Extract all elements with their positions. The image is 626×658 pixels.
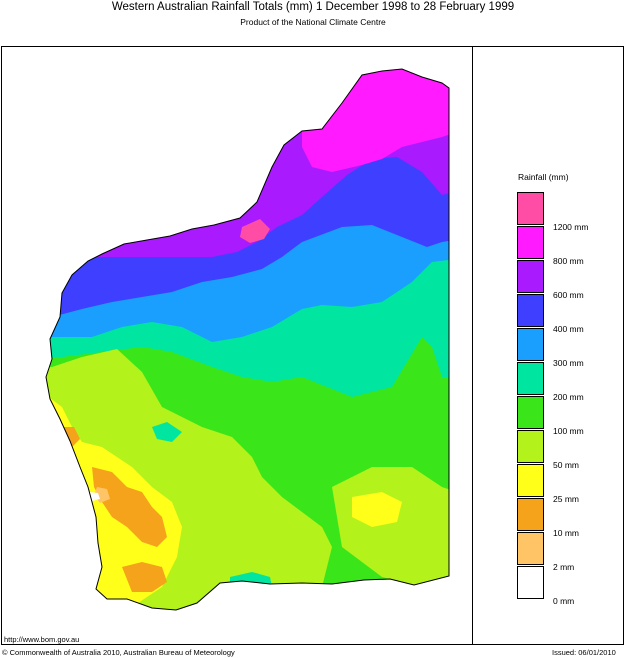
- copyright-text: © Commonwealth of Australia 2010, Austra…: [2, 648, 235, 657]
- legend-label: 400 mm: [553, 324, 584, 334]
- legend-swatch: [517, 260, 544, 293]
- legend-swatch: [517, 566, 544, 599]
- legend-swatch: [517, 294, 544, 327]
- legend-divider: [472, 46, 473, 645]
- legend-swatch: [517, 396, 544, 429]
- legend-label: 200 mm: [553, 392, 584, 402]
- rainfall-zones: [46, 69, 449, 610]
- legend-label: 800 mm: [553, 256, 584, 266]
- legend-label: 600 mm: [553, 290, 584, 300]
- legend-swatch: [517, 532, 544, 565]
- map-frame: [1, 46, 624, 645]
- legend-swatch: [517, 464, 544, 497]
- legend-swatch: [517, 192, 544, 225]
- legend-swatch: [517, 328, 544, 361]
- website-link[interactable]: http://www.bom.gov.au: [4, 635, 80, 644]
- zone-10mm: [92, 467, 167, 547]
- issued-date: Issued: 06/01/2010: [552, 648, 616, 657]
- legend-label: 100 mm: [553, 426, 584, 436]
- legend-label: 10 mm: [553, 528, 579, 538]
- zone-10mm-south: [122, 562, 167, 592]
- zone-0mm: [90, 492, 100, 501]
- map-subtitle: Product of the National Climate Centre: [240, 17, 386, 27]
- legend-label: 25 mm: [553, 494, 579, 504]
- zone-1200mm: [240, 219, 270, 243]
- rainfall-map: [45, 68, 450, 611]
- legend-label: 50 mm: [553, 460, 579, 470]
- zone-200mm-central: [152, 422, 182, 442]
- legend-label: 1200 mm: [553, 222, 589, 232]
- map-title: Western Australian Rainfall Totals (mm) …: [111, 1, 515, 13]
- legend-label: 2 mm: [553, 562, 575, 572]
- zone-25mm-east: [352, 492, 402, 527]
- legend-swatch: [517, 498, 544, 531]
- legend-swatch: [517, 362, 544, 395]
- legend-label: 300 mm: [553, 358, 584, 368]
- legend-label: 0 mm: [553, 596, 575, 606]
- legend-swatch: [517, 430, 544, 463]
- legend-swatch: [517, 226, 544, 259]
- legend-title: Rainfall (mm): [518, 172, 569, 182]
